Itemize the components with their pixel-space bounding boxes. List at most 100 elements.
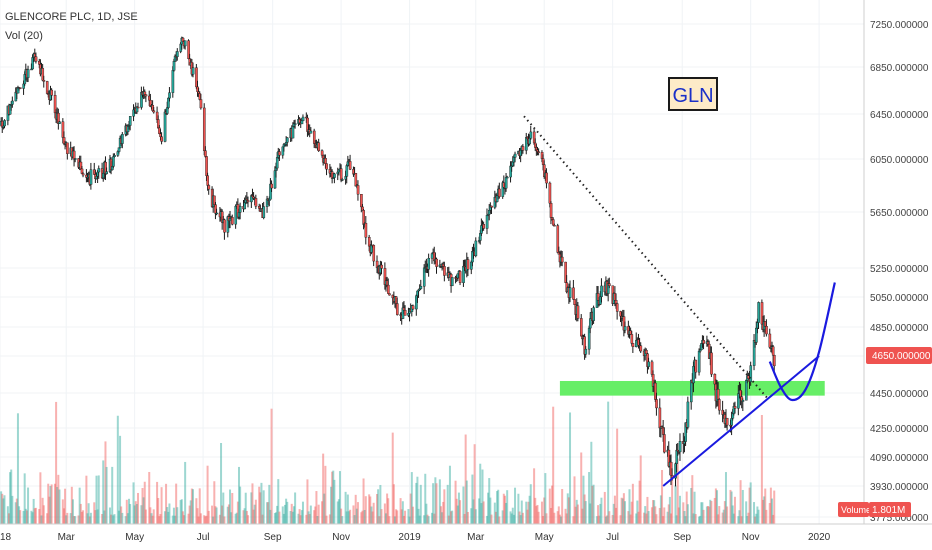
volume-bar (447, 515, 450, 524)
candle-body (710, 352, 713, 375)
volume-bar (584, 501, 587, 524)
candle-body (388, 293, 391, 296)
volume-bar (685, 491, 688, 524)
time-tick-label: 2019 (398, 532, 421, 543)
candle-body (435, 258, 438, 267)
candle-body (513, 153, 517, 158)
volume-bar (738, 510, 741, 524)
volume-bar (380, 509, 383, 524)
volume-bar (765, 509, 768, 524)
volume-bar (6, 506, 9, 524)
volume-bar (291, 511, 294, 524)
volume-bar (284, 504, 287, 524)
volume-bar (402, 515, 405, 524)
volume-bar (281, 506, 284, 524)
volume-bar (463, 513, 466, 524)
volume-bar (643, 512, 646, 524)
volume-bar (603, 491, 606, 524)
volume-bar (305, 514, 308, 524)
volume-bar (42, 505, 45, 524)
volume-bar (140, 505, 143, 524)
volume-bar (58, 489, 61, 524)
candle-body (204, 150, 207, 157)
volume-bar (129, 504, 132, 524)
volume-bar (341, 516, 344, 524)
volume-bar (691, 475, 694, 524)
volume-bar (592, 484, 595, 524)
volume-bar (294, 492, 297, 524)
candle-body (411, 305, 415, 310)
candle-body (631, 343, 635, 348)
volume-bar (753, 502, 756, 524)
volume-bar (105, 466, 108, 524)
candle-body (144, 94, 148, 97)
price-tick-label: 5050.000000 (870, 293, 929, 304)
volume-bar (746, 516, 749, 524)
projection-curve[interactable] (768, 282, 836, 402)
candle-body (300, 120, 304, 125)
volume-bar (214, 506, 217, 524)
candle-body (238, 206, 242, 213)
volume-bar (737, 516, 740, 524)
volume-bar (70, 486, 73, 524)
volume-bar (686, 504, 689, 524)
volume-bar (361, 510, 364, 524)
volume-bar (211, 505, 214, 524)
candle-body (215, 212, 218, 215)
time-tick-label: Sep (264, 532, 282, 543)
volume-bar (572, 516, 575, 524)
volume-bar (23, 473, 26, 524)
time-axis-labels[interactable]: 2018 Mar May Jul Sep Nov 2019 Mar May Jul Sep Nov 20… (0, 532, 831, 543)
volume-bar (231, 493, 234, 524)
candle-body (741, 400, 745, 402)
gln-annotation-box[interactable] (668, 77, 718, 111)
volume-bar (117, 510, 120, 524)
candle-body (223, 219, 226, 233)
volume-bar (710, 500, 713, 524)
time-tick-label: 2020 (808, 532, 831, 543)
volume-bar (384, 513, 387, 524)
price-axis-labels[interactable]: 7250.000000 6850.000000 6450.000000 6050.00… (870, 20, 929, 524)
volume-bar (692, 513, 695, 524)
resistance-trendline[interactable] (523, 115, 769, 399)
volume-indicator-label[interactable]: Vol (20) (5, 30, 43, 42)
volume-bar (285, 498, 288, 524)
candle-body (3, 120, 6, 127)
price-candles (0, 36, 776, 487)
candle-body (584, 348, 588, 355)
volume-bar (246, 515, 249, 524)
candle-body (341, 179, 344, 181)
volume-bar (307, 511, 310, 524)
volume-bar (772, 514, 775, 524)
volume-bar (537, 511, 540, 524)
candle-body (348, 161, 352, 170)
volume-bar (196, 508, 199, 524)
volume-bar (199, 513, 202, 524)
symbol-title[interactable]: GLENCORE PLC, 1D, JSE (5, 11, 138, 23)
volume-bar (32, 498, 35, 524)
volume-bar (434, 477, 437, 524)
candle-body (364, 222, 368, 238)
volume-bar (347, 511, 350, 524)
volume-bar (520, 500, 523, 524)
volume-bar (176, 507, 179, 524)
volume-bar (512, 514, 515, 524)
volume-bar (464, 434, 467, 524)
candle-body (768, 333, 772, 348)
volume-bar (488, 478, 491, 524)
volume-badge-value-bg (869, 502, 911, 517)
volume-bar (184, 461, 187, 524)
candle-body (403, 310, 407, 316)
volume-bar (73, 516, 76, 524)
volume-bar (220, 442, 223, 524)
volume-bar (543, 497, 546, 524)
candle-body (345, 165, 349, 177)
volume-bar (277, 479, 280, 524)
volume-bar (78, 487, 81, 524)
candle-body (771, 346, 775, 356)
volume-bar (97, 475, 100, 524)
support-trendline[interactable] (662, 355, 820, 487)
candle-body (97, 168, 101, 173)
volume-bar (702, 509, 705, 524)
volume-bar (600, 497, 603, 524)
